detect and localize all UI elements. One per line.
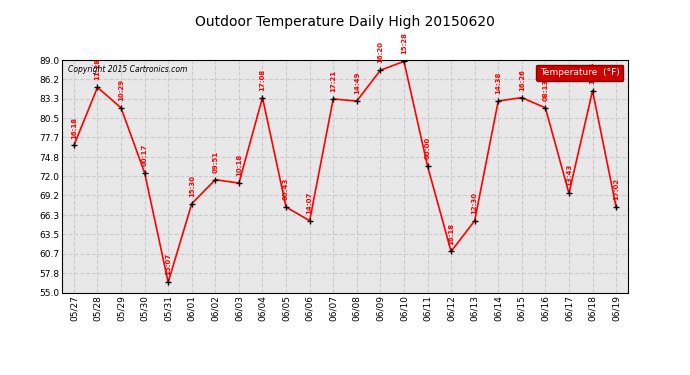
Text: Outdoor Temperature Daily High 20150620: Outdoor Temperature Daily High 20150620 xyxy=(195,15,495,29)
Text: 16:18: 16:18 xyxy=(448,222,454,245)
Text: 16:18: 16:18 xyxy=(71,116,77,138)
Text: 00:00: 00:00 xyxy=(424,137,431,159)
Text: 17:21: 17:21 xyxy=(331,70,336,92)
Text: 15:07: 15:07 xyxy=(165,253,171,275)
Text: 15:30: 15:30 xyxy=(189,174,195,196)
Text: 11:28: 11:28 xyxy=(95,58,101,80)
Text: 10:18: 10:18 xyxy=(236,154,242,176)
Text: 00:43: 00:43 xyxy=(283,178,289,200)
Text: 16:20: 16:20 xyxy=(377,41,384,63)
Legend: Temperature  (°F): Temperature (°F) xyxy=(536,64,623,81)
Text: 17:08: 17:08 xyxy=(259,68,266,91)
Text: 17:02: 17:02 xyxy=(613,178,619,200)
Text: 14:49: 14:49 xyxy=(354,72,359,94)
Text: 14:38: 14:38 xyxy=(495,72,501,94)
Text: 15:28: 15:28 xyxy=(401,32,407,54)
Text: 16:26: 16:26 xyxy=(519,69,525,91)
Text: 08:13: 08:13 xyxy=(542,79,549,101)
Text: Copyright 2015 Cartronics.com: Copyright 2015 Cartronics.com xyxy=(68,64,187,74)
Text: 12:30: 12:30 xyxy=(472,192,477,214)
Text: 09:51: 09:51 xyxy=(213,151,218,173)
Text: 13:43: 13:43 xyxy=(566,164,572,186)
Text: 10:29: 10:29 xyxy=(118,79,124,101)
Text: 14:54: 14:54 xyxy=(589,62,595,84)
Text: 14:07: 14:07 xyxy=(306,191,313,214)
Text: 00:17: 00:17 xyxy=(141,144,148,166)
